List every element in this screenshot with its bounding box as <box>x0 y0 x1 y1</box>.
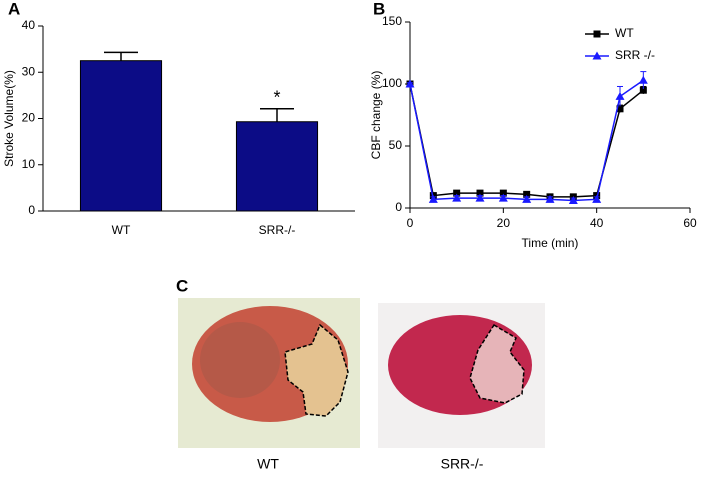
infarct-srr <box>469 323 525 404</box>
marker <box>499 189 507 197</box>
series-line <box>409 79 644 202</box>
y-axis-label: Stroke Volume(%) <box>2 70 16 167</box>
marker <box>453 189 461 197</box>
infarct-wt <box>284 323 349 417</box>
marker <box>476 189 484 197</box>
series-line <box>409 83 644 198</box>
marker <box>405 79 415 88</box>
panel-label: B <box>373 0 385 18</box>
x-tick-label: SRR-/- <box>259 223 296 237</box>
marker <box>568 196 578 205</box>
marker <box>428 194 438 203</box>
bar <box>235 121 319 212</box>
y-axis-label: CBF change (%) <box>369 71 383 160</box>
y-tick-label: 20 <box>22 111 36 125</box>
y-tick-label: 30 <box>22 64 36 78</box>
x-tick-label: WT <box>112 223 131 237</box>
panel-c-images <box>178 298 545 448</box>
marker <box>615 91 625 100</box>
legend-label: WT <box>615 26 634 40</box>
image-caption: WT <box>257 456 279 472</box>
x-tick-label: 60 <box>683 216 697 230</box>
x-axis-label: Time (min) <box>522 236 579 250</box>
x-tick-label: 20 <box>497 216 511 230</box>
annotation: * <box>273 88 280 108</box>
y-tick-label: 0 <box>28 203 35 217</box>
legend-label: SRR -/- <box>615 48 655 62</box>
panel-label: C <box>176 276 188 295</box>
panel-label: A <box>8 0 20 18</box>
x-tick-label: 40 <box>590 216 604 230</box>
y-tick-label: 40 <box>22 18 36 32</box>
marker <box>639 86 647 94</box>
marker <box>523 190 531 198</box>
marker <box>638 75 648 84</box>
marker <box>452 193 462 202</box>
y-tick-label: 10 <box>22 157 36 171</box>
y-tick-label: 100 <box>382 76 402 90</box>
marker <box>592 51 602 60</box>
marker <box>593 30 601 38</box>
marker <box>498 193 508 202</box>
y-tick-label: 0 <box>395 200 402 214</box>
marker <box>616 105 624 113</box>
marker <box>545 194 555 203</box>
marker <box>522 194 532 203</box>
bar <box>79 60 163 212</box>
brain-wt-shade <box>200 322 280 398</box>
marker <box>475 193 485 202</box>
marker <box>592 194 602 203</box>
image-caption: SRR-/- <box>441 456 484 472</box>
x-tick-label: 0 <box>407 216 414 230</box>
y-tick-label: 50 <box>389 138 403 152</box>
y-tick-label: 150 <box>382 14 402 28</box>
